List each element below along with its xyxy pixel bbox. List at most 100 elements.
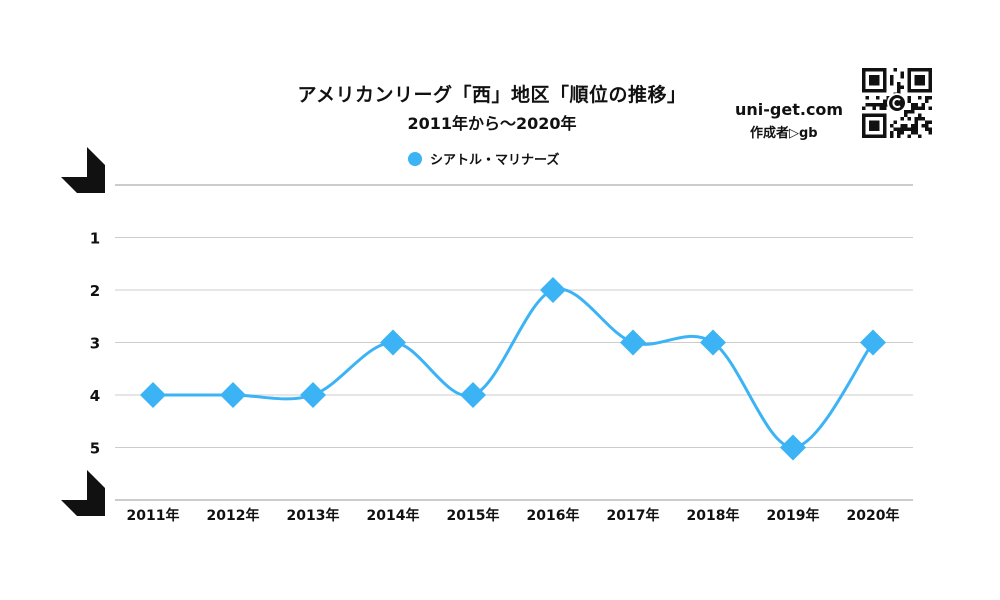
- corner-mark: [61, 470, 105, 516]
- x-tick-label: 2012年: [207, 507, 260, 524]
- data-point: [140, 382, 166, 408]
- qr-module: [890, 82, 894, 86]
- qr-module: [921, 106, 925, 110]
- qr-finder-core: [869, 75, 880, 86]
- qr-module: [890, 75, 894, 79]
- qr-module: [897, 134, 901, 138]
- qr-module: [890, 78, 894, 82]
- brand-label: uni-get.com: [735, 100, 844, 119]
- corner-cutout: [61, 147, 87, 177]
- corner-decorations: [61, 147, 105, 516]
- data-point: [460, 382, 486, 408]
- qr-module: [907, 127, 911, 131]
- data-point: [780, 434, 806, 461]
- x-tick-label: 2015年: [447, 507, 500, 524]
- qr-module: [907, 99, 911, 103]
- qr-module: [872, 103, 876, 107]
- qr-module: [865, 96, 869, 100]
- qr-module: [918, 96, 922, 100]
- corner-cutout: [61, 470, 87, 500]
- qr-module: [911, 127, 915, 131]
- qr-module: [911, 124, 915, 128]
- qr-module: [914, 120, 918, 124]
- qr-module: [911, 103, 915, 107]
- data-point: [700, 329, 726, 356]
- data-point: [380, 329, 406, 356]
- qr-module: [911, 106, 915, 110]
- qr-module: [897, 82, 901, 86]
- qr-module: [897, 85, 901, 89]
- qr-module: [925, 127, 929, 131]
- x-tick-label: 2014年: [367, 507, 420, 524]
- qr-module: [865, 103, 869, 107]
- qr-module: [893, 68, 897, 72]
- x-tick-label: 2017年: [607, 507, 660, 524]
- qr-module: [925, 120, 929, 124]
- qr-module: [914, 127, 918, 131]
- qr-module: [893, 127, 897, 131]
- qr-module: [900, 117, 904, 121]
- qr-module: [900, 85, 904, 89]
- qr-module: [911, 131, 915, 135]
- qr-module: [900, 124, 904, 128]
- qr-code-icon: [862, 68, 932, 138]
- qr-logo-mark: [892, 98, 901, 108]
- qr-module: [904, 124, 908, 128]
- qr-module: [921, 117, 925, 121]
- qr-module: [904, 110, 908, 114]
- series-markers: [140, 277, 886, 461]
- x-tick-label: 2019年: [767, 507, 820, 524]
- qr-finder-core: [914, 75, 925, 86]
- x-tick-label: 2016年: [527, 507, 580, 524]
- data-point: [620, 329, 646, 356]
- qr-module: [900, 131, 904, 135]
- qr-module: [907, 110, 911, 114]
- qr-module: [879, 103, 883, 107]
- qr-module: [928, 131, 932, 135]
- qr-module: [925, 96, 929, 100]
- qr-module: [928, 120, 932, 124]
- qr-module: [914, 106, 918, 110]
- qr-module: [907, 134, 911, 138]
- qr-module: [890, 134, 894, 138]
- qr-module: [914, 124, 918, 128]
- y-axis-ticks: 1 2 3 4 5: [90, 230, 100, 458]
- corner-mark: [61, 147, 105, 193]
- qr-module: [876, 103, 880, 107]
- qr-module: [921, 124, 925, 128]
- qr-module: [897, 89, 901, 93]
- qr-module: [921, 103, 925, 107]
- qr-module: [900, 127, 904, 131]
- qr-module: [918, 106, 922, 110]
- chart-title: アメリカンリーグ「西」地区「順位の推移」: [297, 84, 687, 106]
- qr-module: [876, 96, 880, 100]
- qr-module: [869, 103, 873, 107]
- y-tick-label: 1: [90, 230, 100, 248]
- qr-module: [918, 113, 922, 117]
- y-tick-label: 5: [90, 440, 100, 458]
- x-axis-ticks: 2011年 2012年 2013年 2014年 2015年 2016年 2017年 2018年…: [127, 507, 900, 524]
- qr-module: [862, 106, 866, 110]
- y-tick-label: 2: [90, 282, 100, 300]
- x-tick-label: 2020年: [847, 507, 900, 524]
- qr-module: [883, 99, 887, 103]
- qr-module: [904, 113, 908, 117]
- data-point: [300, 382, 326, 408]
- qr-module: [928, 127, 932, 131]
- data-point: [540, 277, 566, 303]
- legend-label: シアトル・マリナーズ: [430, 153, 560, 168]
- qr-module: [914, 117, 918, 121]
- qr-module: [897, 131, 901, 135]
- qr-module: [918, 117, 922, 121]
- qr-module: [914, 103, 918, 107]
- qr-module: [900, 75, 904, 79]
- qr-module: [872, 106, 876, 110]
- x-tick-label: 2018年: [687, 507, 740, 524]
- legend: シアトル・マリナーズ: [408, 149, 559, 168]
- qr-module: [918, 134, 922, 138]
- series-line: [152, 287, 875, 450]
- qr-module: [914, 131, 918, 135]
- qr-module: [879, 106, 883, 110]
- x-tick-label: 2011年: [127, 507, 180, 524]
